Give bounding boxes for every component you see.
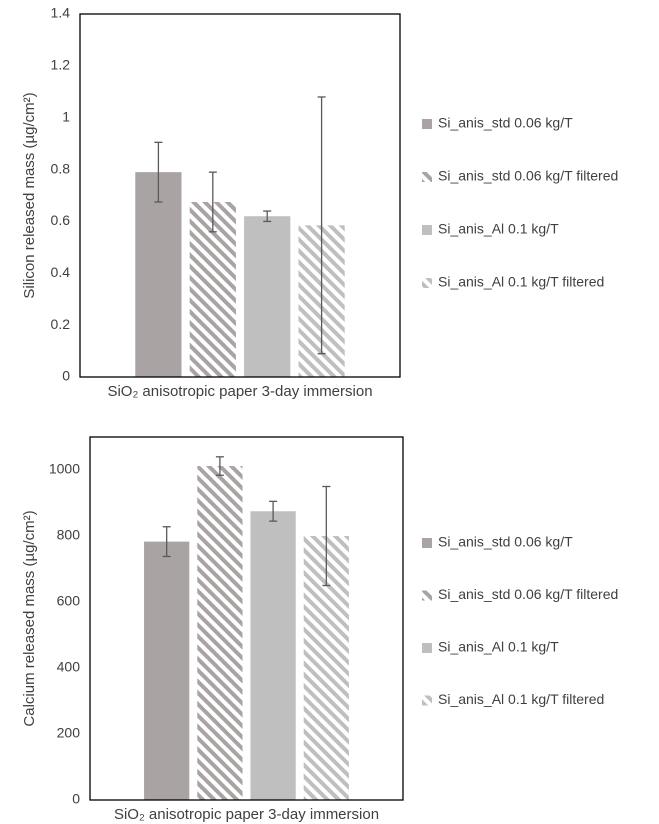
- y-tick-label: 0.4: [51, 264, 71, 280]
- legend-swatch: [422, 119, 432, 129]
- y-tick-label: 1000: [49, 461, 80, 477]
- error-bar: [215, 456, 224, 476]
- legend-swatch: [422, 172, 432, 182]
- y-tick-label: 0.2: [51, 316, 71, 332]
- error-bar: [263, 210, 272, 223]
- legend-label: Si_anis_std 0.06 kg/T: [438, 534, 573, 550]
- error-bar: [322, 485, 331, 587]
- legend-swatch: [422, 225, 432, 235]
- legend-swatch: [422, 538, 432, 548]
- y-tick-label: 400: [57, 659, 81, 675]
- y-tick-label: 0.6: [51, 212, 71, 228]
- legend-swatch: [422, 695, 432, 706]
- y-axis-title: Calcium released mass (µg/cm²): [21, 510, 38, 726]
- legend-label: Si_anis_std 0.06 kg/T: [438, 115, 573, 131]
- bar: [250, 511, 296, 800]
- y-tick-label: 200: [57, 725, 81, 741]
- error-bar: [154, 141, 163, 203]
- y-tick-label: 0.8: [51, 160, 71, 176]
- bar: [135, 172, 182, 377]
- legend-label: Si_anis_std 0.06 kg/T filtered: [438, 586, 618, 602]
- legend-swatch: [422, 278, 432, 288]
- error-bar: [269, 500, 278, 522]
- legend-label: Si_anis_Al 0.1 kg/T: [438, 221, 559, 237]
- y-tick-label: 1.2: [51, 57, 71, 73]
- x-tick-label: SiO₂ anisotropic paper 3-day immersion: [114, 806, 379, 823]
- x-tick-label: SiO₂ anisotropic paper 3-day immersion: [107, 383, 372, 400]
- y-tick-label: 0: [72, 791, 80, 807]
- error-bar: [208, 171, 217, 233]
- legend-label: Si_anis_Al 0.1 kg/T: [438, 639, 559, 655]
- bar: [144, 541, 190, 800]
- error-bar: [162, 526, 171, 558]
- y-tick-label: 1: [62, 108, 70, 124]
- legend-label: Si_anis_Al 0.1 kg/T filtered: [438, 274, 604, 290]
- y-tick-label: 1.4: [51, 5, 71, 21]
- y-tick-label: 0: [62, 368, 70, 384]
- legend-label: Si_anis_std 0.06 kg/T filtered: [438, 168, 618, 184]
- legend-swatch: [422, 590, 432, 601]
- plot-frame: [79, 13, 401, 378]
- bar: [244, 216, 291, 377]
- y-axis-title: Silicon released mass (µg/cm²): [21, 92, 38, 298]
- plot-frame: [89, 436, 404, 801]
- bar: [197, 466, 243, 800]
- error-bar: [317, 96, 326, 355]
- legend-label: Si_anis_Al 0.1 kg/T filtered: [438, 691, 604, 707]
- y-tick-label: 600: [57, 593, 81, 609]
- y-tick-label: 800: [57, 527, 81, 543]
- legend-swatch: [422, 643, 432, 653]
